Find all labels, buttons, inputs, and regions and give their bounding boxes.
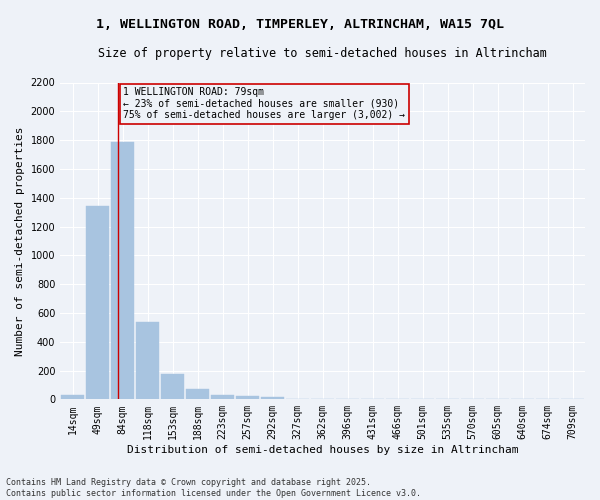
Y-axis label: Number of semi-detached properties: Number of semi-detached properties bbox=[15, 126, 25, 356]
X-axis label: Distribution of semi-detached houses by size in Altrincham: Distribution of semi-detached houses by … bbox=[127, 445, 518, 455]
Title: Size of property relative to semi-detached houses in Altrincham: Size of property relative to semi-detach… bbox=[98, 48, 547, 60]
Bar bbox=[112, 142, 134, 400]
Text: 1 WELLINGTON ROAD: 79sqm
← 23% of semi-detached houses are smaller (930)
75% of : 1 WELLINGTON ROAD: 79sqm ← 23% of semi-d… bbox=[123, 88, 405, 120]
Bar bbox=[211, 396, 234, 400]
Bar bbox=[136, 322, 159, 400]
Bar bbox=[161, 374, 184, 400]
Bar bbox=[262, 398, 284, 400]
Bar bbox=[187, 388, 209, 400]
Text: 1, WELLINGTON ROAD, TIMPERLEY, ALTRINCHAM, WA15 7QL: 1, WELLINGTON ROAD, TIMPERLEY, ALTRINCHA… bbox=[96, 18, 504, 30]
Bar bbox=[61, 396, 84, 400]
Text: Contains HM Land Registry data © Crown copyright and database right 2025.
Contai: Contains HM Land Registry data © Crown c… bbox=[6, 478, 421, 498]
Bar bbox=[236, 396, 259, 400]
Bar bbox=[86, 206, 109, 400]
